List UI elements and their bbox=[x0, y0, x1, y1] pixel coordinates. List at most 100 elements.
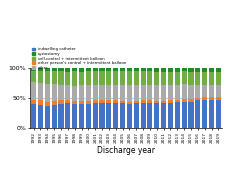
Bar bbox=[58, 71, 64, 85]
Legend: indwelling catheter, cystostomy, self-control + intermittent balloon, other pers: indwelling catheter, cystostomy, self-co… bbox=[32, 47, 127, 70]
Bar bbox=[161, 103, 166, 128]
Bar bbox=[31, 71, 36, 82]
Bar bbox=[195, 100, 200, 128]
Bar bbox=[72, 71, 77, 86]
Bar bbox=[202, 100, 207, 128]
Bar bbox=[127, 85, 132, 101]
Bar bbox=[113, 68, 118, 71]
Bar bbox=[154, 68, 159, 72]
Bar bbox=[195, 68, 200, 72]
Bar bbox=[168, 100, 173, 103]
Bar bbox=[141, 100, 146, 103]
Bar bbox=[120, 85, 125, 101]
Bar bbox=[175, 85, 180, 100]
Bar bbox=[216, 97, 221, 100]
Bar bbox=[175, 100, 180, 102]
Bar bbox=[134, 85, 139, 101]
Bar bbox=[216, 72, 221, 85]
Bar bbox=[175, 68, 180, 72]
Bar bbox=[195, 85, 200, 98]
Bar bbox=[154, 72, 159, 85]
Bar bbox=[65, 68, 70, 72]
Bar bbox=[127, 101, 132, 104]
Bar bbox=[182, 101, 187, 128]
Bar bbox=[86, 85, 91, 101]
Bar bbox=[45, 84, 50, 102]
Bar bbox=[175, 72, 180, 85]
Bar bbox=[79, 68, 84, 72]
Bar bbox=[106, 85, 111, 100]
Bar bbox=[72, 86, 77, 101]
Bar bbox=[209, 72, 214, 85]
Bar bbox=[99, 68, 105, 71]
Bar bbox=[38, 68, 43, 71]
Bar bbox=[147, 103, 153, 128]
Bar bbox=[99, 103, 105, 128]
Bar bbox=[202, 97, 207, 100]
Bar bbox=[52, 105, 57, 128]
Bar bbox=[141, 85, 146, 100]
Bar bbox=[182, 68, 187, 71]
Bar bbox=[182, 71, 187, 84]
Bar bbox=[154, 101, 159, 103]
Bar bbox=[127, 104, 132, 128]
Bar bbox=[202, 72, 207, 85]
Bar bbox=[65, 103, 70, 128]
Bar bbox=[99, 85, 105, 100]
Bar bbox=[38, 105, 43, 128]
Bar bbox=[58, 85, 64, 100]
Bar bbox=[79, 101, 84, 104]
Bar bbox=[93, 103, 98, 128]
Bar bbox=[106, 71, 111, 85]
Bar bbox=[168, 103, 173, 128]
Bar bbox=[175, 102, 180, 128]
Bar bbox=[45, 106, 50, 128]
Bar bbox=[52, 101, 57, 105]
Bar bbox=[134, 101, 139, 103]
Bar bbox=[147, 85, 153, 100]
Bar bbox=[134, 103, 139, 128]
Bar bbox=[168, 68, 173, 72]
Bar bbox=[72, 101, 77, 104]
Bar bbox=[188, 68, 194, 72]
Bar bbox=[202, 85, 207, 97]
Bar bbox=[188, 72, 194, 85]
Bar bbox=[38, 71, 43, 83]
Bar bbox=[161, 85, 166, 101]
Bar bbox=[147, 71, 153, 85]
Bar bbox=[216, 68, 221, 72]
Bar bbox=[182, 99, 187, 101]
Bar bbox=[216, 85, 221, 97]
Bar bbox=[209, 97, 214, 100]
Bar bbox=[106, 68, 111, 71]
Bar bbox=[58, 68, 64, 71]
Bar bbox=[216, 100, 221, 128]
Bar bbox=[120, 103, 125, 128]
Bar bbox=[209, 85, 214, 97]
Bar bbox=[154, 103, 159, 128]
Bar bbox=[58, 100, 64, 104]
Bar bbox=[45, 102, 50, 106]
Bar bbox=[31, 82, 36, 100]
Bar bbox=[188, 101, 194, 128]
Bar bbox=[134, 68, 139, 71]
Bar bbox=[106, 100, 111, 103]
Bar bbox=[86, 71, 91, 85]
Bar bbox=[79, 85, 84, 101]
Bar bbox=[72, 104, 77, 128]
Bar bbox=[182, 84, 187, 99]
Bar bbox=[120, 68, 125, 71]
Bar bbox=[93, 68, 98, 71]
Bar bbox=[161, 72, 166, 85]
Bar bbox=[93, 85, 98, 100]
Bar bbox=[99, 100, 105, 103]
Bar bbox=[45, 68, 50, 71]
Bar bbox=[106, 103, 111, 128]
Bar bbox=[134, 71, 139, 85]
Bar bbox=[141, 68, 146, 71]
Bar bbox=[31, 68, 36, 71]
Bar bbox=[195, 72, 200, 85]
Bar bbox=[127, 71, 132, 85]
Bar bbox=[58, 104, 64, 128]
Bar bbox=[127, 68, 132, 71]
